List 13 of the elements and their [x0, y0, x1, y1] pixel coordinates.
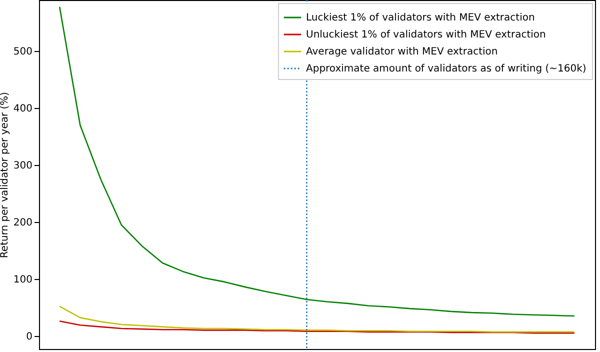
line-series: [58, 306, 576, 333]
y-tick-label: 500: [13, 46, 32, 58]
y-tick-label: 0: [26, 331, 32, 342]
y-tick-label: 100: [13, 274, 32, 286]
legend-label: Average validator with MEV extraction: [306, 46, 498, 58]
y-tick-label: 300: [13, 160, 32, 172]
y-tick-label: 200: [13, 218, 32, 229]
y-tick-label: 400: [13, 104, 32, 115]
y-axis-title: Return per validator per year (%): [0, 92, 10, 258]
line-series: [58, 320, 576, 334]
legend-label: Unluckiest 1% of validators with MEV extraction: [306, 30, 546, 40]
legend-label: Luckiest 1% of validators with MEV extraction: [306, 12, 535, 24]
annotation: Approximate amount of validators as of writing (~160k): [306, 64, 586, 74]
